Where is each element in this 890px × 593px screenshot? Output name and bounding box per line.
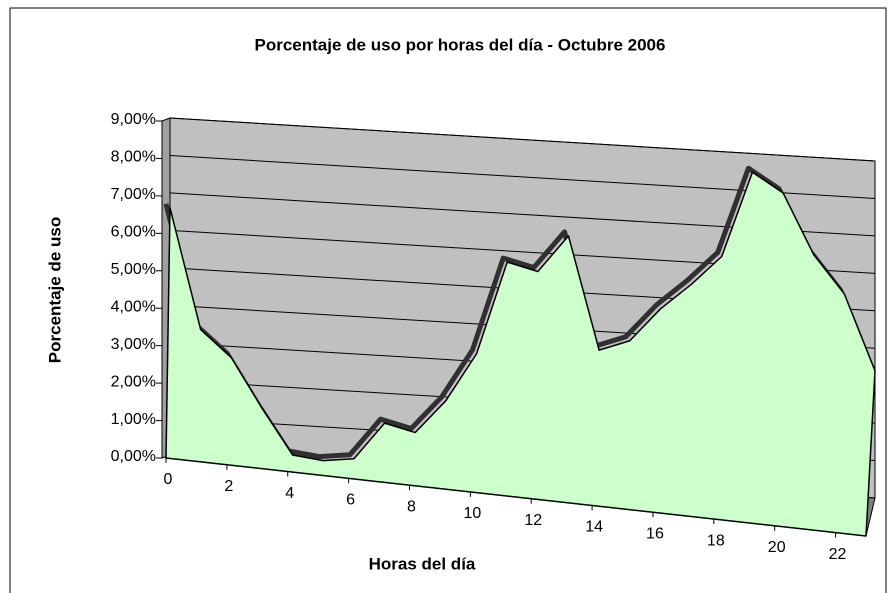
x-tick-label: 22 <box>829 546 847 563</box>
grid-line <box>169 117 876 162</box>
y-tick-label: 7,00% <box>111 186 156 203</box>
y-axis-label: Porcentaje de uso <box>45 217 64 363</box>
x-tick-label: 2 <box>224 478 233 495</box>
y-tick-label: 8,00% <box>111 149 156 166</box>
y-tick-label: 5,00% <box>111 261 156 278</box>
x-tick-label: 20 <box>768 539 786 556</box>
chart-title: Porcentaje de uso por horas del día - Oc… <box>255 35 666 54</box>
y-tick-label: 4,00% <box>111 298 156 315</box>
x-tick-label: 12 <box>524 512 542 529</box>
y-tick-label: 9,00% <box>111 111 156 128</box>
y-tick-label: 3,00% <box>111 336 156 353</box>
x-tick-label: 8 <box>407 498 416 515</box>
x-tick-label: 10 <box>463 505 481 522</box>
x-tick-label: 0 <box>164 471 173 488</box>
x-tick-label: 4 <box>285 485 294 502</box>
y-tick-label: 6,00% <box>111 224 156 241</box>
x-axis-label: Horas del día <box>369 554 476 573</box>
x-tick-label: 18 <box>707 532 725 549</box>
y-tick-label: 1,00% <box>111 411 156 428</box>
y-tick-label: 0,00% <box>111 448 156 465</box>
x-tick-label: 6 <box>346 492 355 509</box>
area <box>165 171 876 537</box>
y-tick-label: 2,00% <box>111 373 156 390</box>
x-tick-label: 16 <box>646 525 664 542</box>
x-tick-label: 14 <box>585 519 603 536</box>
